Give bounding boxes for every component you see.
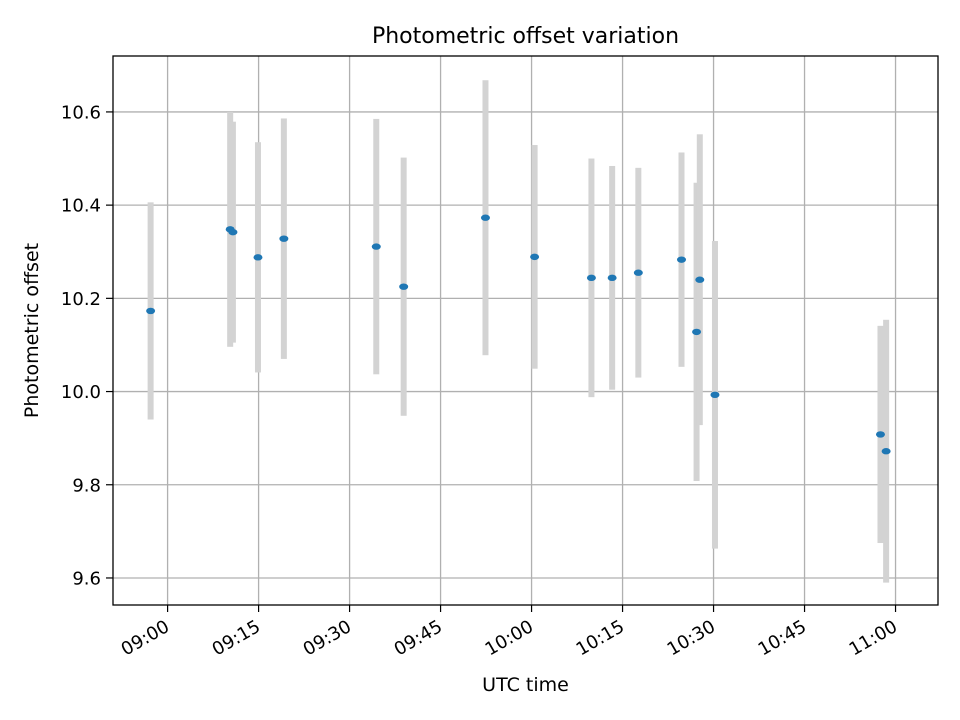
data-point (677, 256, 687, 263)
data-point (710, 391, 720, 399)
plot-frame (112, 55, 939, 606)
data-point (530, 253, 540, 261)
y-tick-label: 9.8 (72, 475, 101, 496)
data-point (633, 269, 643, 276)
grid (113, 56, 938, 605)
data-point (480, 214, 490, 221)
data-point (695, 276, 705, 283)
y-axis-label: Photometric offset (21, 243, 43, 418)
data-point (875, 431, 885, 438)
data-point (881, 448, 891, 455)
chart-title: Photometric offset variation (372, 24, 679, 49)
y-axis-ticks: 9.6 9.8 10.0 10.2 10.4 10.6 (61, 102, 113, 589)
x-axis-label: UTC time (482, 674, 569, 696)
data-point (607, 274, 617, 282)
y-tick-label: 10.0 (61, 382, 101, 403)
plot-area (113, 56, 938, 605)
y-tick-label: 10.6 (61, 102, 101, 123)
y-tick-label: 10.2 (61, 289, 101, 310)
data-point (371, 243, 381, 250)
data-points (146, 214, 891, 455)
data-point (146, 307, 156, 315)
data-point (228, 228, 238, 236)
data-point (253, 254, 263, 261)
y-tick-label: 10.4 (61, 196, 101, 217)
data-point (586, 274, 596, 282)
data-point (279, 235, 289, 242)
data-point (692, 328, 702, 336)
data-point (399, 283, 409, 290)
y-tick-label: 9.6 (72, 568, 101, 589)
